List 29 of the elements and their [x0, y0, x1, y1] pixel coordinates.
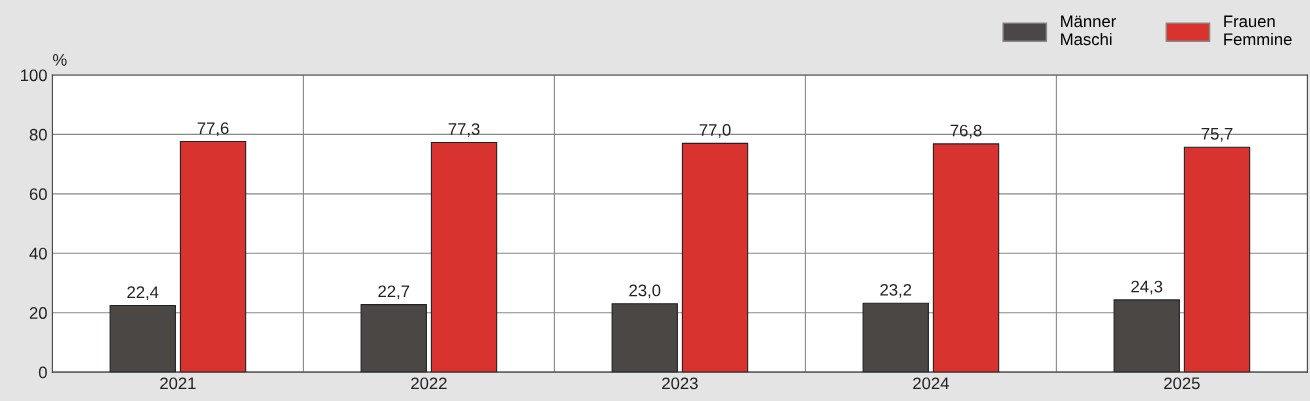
bar: [179, 140, 247, 373]
y-tick-label: 60: [29, 188, 47, 201]
data-label: 75,7: [1201, 128, 1233, 142]
data-label: 77,3: [448, 123, 480, 137]
data-label: 77,0: [699, 124, 731, 138]
data-label: 22,4: [127, 286, 159, 301]
x-tick-label: 2022: [411, 377, 447, 390]
x-tick-label: 2023: [662, 377, 698, 390]
data-label: 22,7: [378, 285, 410, 300]
x-tick-label: 2025: [1164, 377, 1200, 390]
bar: [681, 142, 749, 373]
legend-label: Frauen Femmine: [1224, 15, 1292, 46]
bar: [430, 141, 498, 373]
y-tick-label: 80: [29, 128, 47, 141]
data-label: 23,0: [629, 284, 661, 299]
x-tick-label: 2024: [913, 377, 949, 390]
y-tick-label: 100: [21, 69, 47, 82]
y-tick-label: 20: [29, 307, 47, 319]
data-label: 77,6: [197, 122, 229, 137]
data-label: 76,8: [950, 124, 982, 139]
data-label: 24,3: [1131, 280, 1163, 295]
x-tick-label: 2021: [160, 377, 196, 390]
y-axis-title: %: [52, 54, 67, 66]
y-tick-label: 40: [29, 247, 47, 260]
bar: [1183, 146, 1251, 373]
legend-label: Männer Maschi: [1061, 15, 1116, 46]
bar: [932, 143, 1000, 373]
data-label: 23,2: [880, 283, 912, 298]
y-tick-label: 0: [38, 366, 47, 379]
